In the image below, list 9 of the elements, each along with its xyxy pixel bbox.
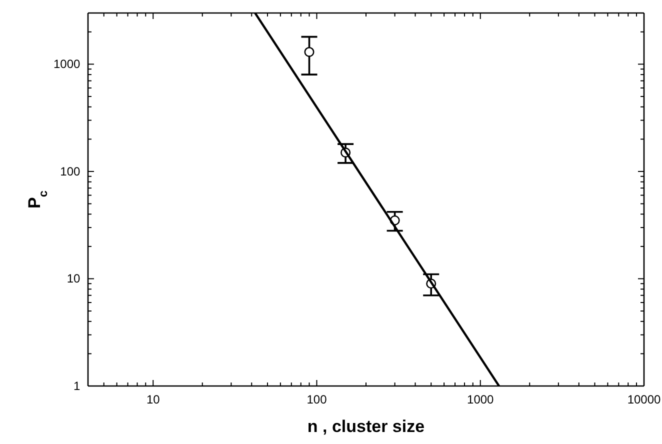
x-axis-title: n , cluster size (307, 417, 425, 436)
x-tick-label: 1000 (467, 392, 494, 406)
y-tick-label: 1000 (53, 57, 81, 72)
x-tick-label: 10000 (627, 392, 662, 406)
x-tick-label: 10 (146, 392, 160, 406)
y-tick-label: 10 (66, 272, 81, 286)
x-tick-label: 100 (306, 392, 328, 406)
y-tick-label: 1 (74, 378, 81, 393)
y-tick-label: 100 (60, 164, 81, 178)
